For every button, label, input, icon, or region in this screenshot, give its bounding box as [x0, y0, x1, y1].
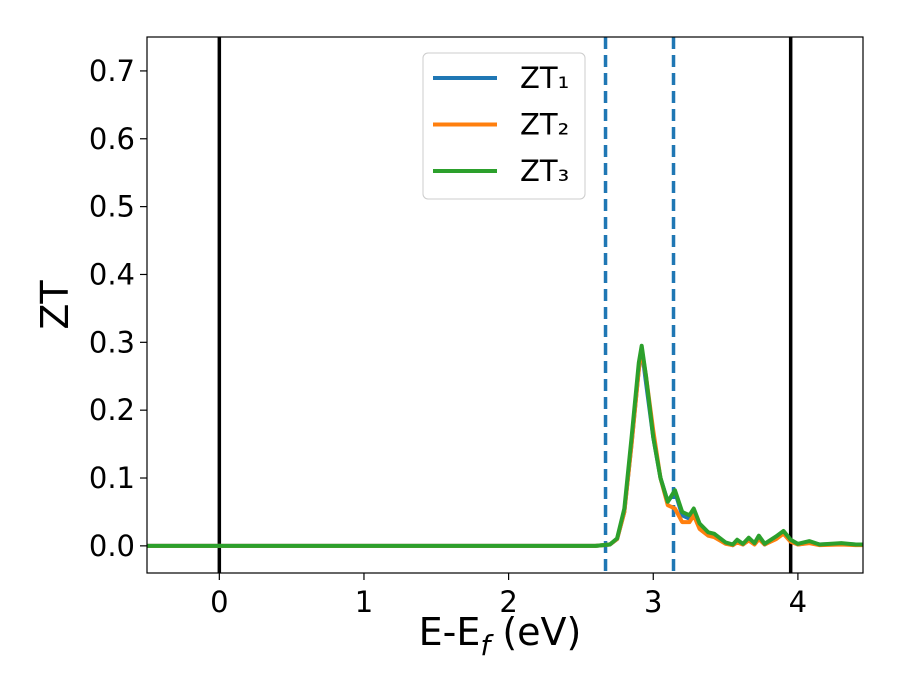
- x-tick-label: 0: [210, 585, 228, 619]
- series-line: [147, 347, 863, 548]
- y-tick-label: 0.2: [89, 393, 135, 427]
- series-line: [147, 343, 863, 548]
- x-axis-label: E-Ef (eV): [419, 610, 582, 662]
- y-tick-label: 0.5: [89, 190, 135, 224]
- y-axis-label: ZT: [33, 280, 77, 330]
- legend-label: ZT₃: [520, 154, 569, 188]
- x-tick-label: 1: [355, 585, 373, 619]
- x-axis-label-part: E-E: [419, 610, 481, 654]
- series-line: [147, 347, 863, 548]
- plot-frame: [146, 36, 864, 574]
- x-axis-label-part: (eV): [490, 610, 581, 654]
- y-tick-label: 0.7: [89, 54, 135, 88]
- legend-box: [422, 52, 586, 200]
- y-tick-label: 0.3: [89, 325, 135, 359]
- x-tick-label: 3: [644, 585, 662, 619]
- y-tick-label: 0.4: [89, 257, 135, 291]
- x-tick-label: 4: [789, 585, 807, 619]
- y-tick-label: 0.1: [89, 461, 135, 495]
- legend-label: ZT₁: [520, 61, 569, 95]
- x-tick-label: 2: [499, 585, 517, 619]
- legend-label: ZT₂: [520, 108, 569, 142]
- y-tick-label: 0.6: [89, 122, 135, 156]
- y-tick-label: 0.0: [89, 529, 135, 563]
